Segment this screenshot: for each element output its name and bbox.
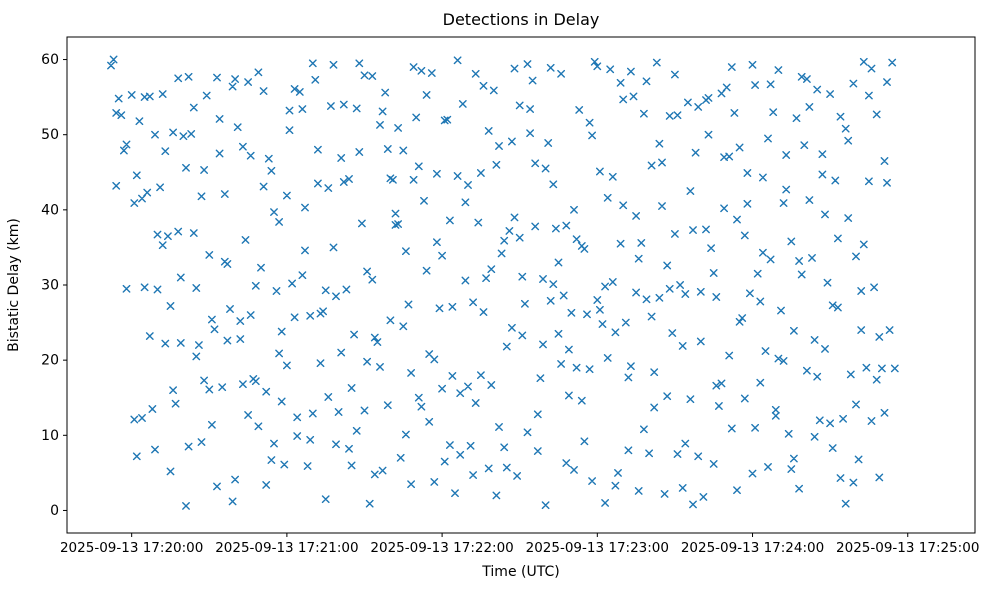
y-tick-label: 20 <box>41 353 59 369</box>
x-tick-label: 2025-09-13 17:22:00 <box>370 540 513 556</box>
x-tick-label: 2025-09-13 17:23:00 <box>526 540 669 556</box>
y-tick-label: 40 <box>41 202 59 218</box>
y-tick-label: 60 <box>41 52 59 68</box>
chart-title: Detections in Delay <box>442 10 600 29</box>
x-tick-label: 2025-09-13 17:20:00 <box>60 540 203 556</box>
y-tick-label: 10 <box>41 428 59 444</box>
y-tick-label: 0 <box>50 503 59 519</box>
x-tick-label: 2025-09-13 17:21:00 <box>215 540 358 556</box>
x-tick-label: 2025-09-13 17:25:00 <box>836 540 979 556</box>
y-tick-label: 30 <box>41 278 59 294</box>
y-tick-label: 50 <box>41 127 59 143</box>
axes-frame <box>66 36 976 534</box>
x-axis-label: Time (UTC) <box>482 564 560 580</box>
scatter-points <box>107 55 899 510</box>
x-tick-label: 2025-09-13 17:24:00 <box>681 540 824 556</box>
